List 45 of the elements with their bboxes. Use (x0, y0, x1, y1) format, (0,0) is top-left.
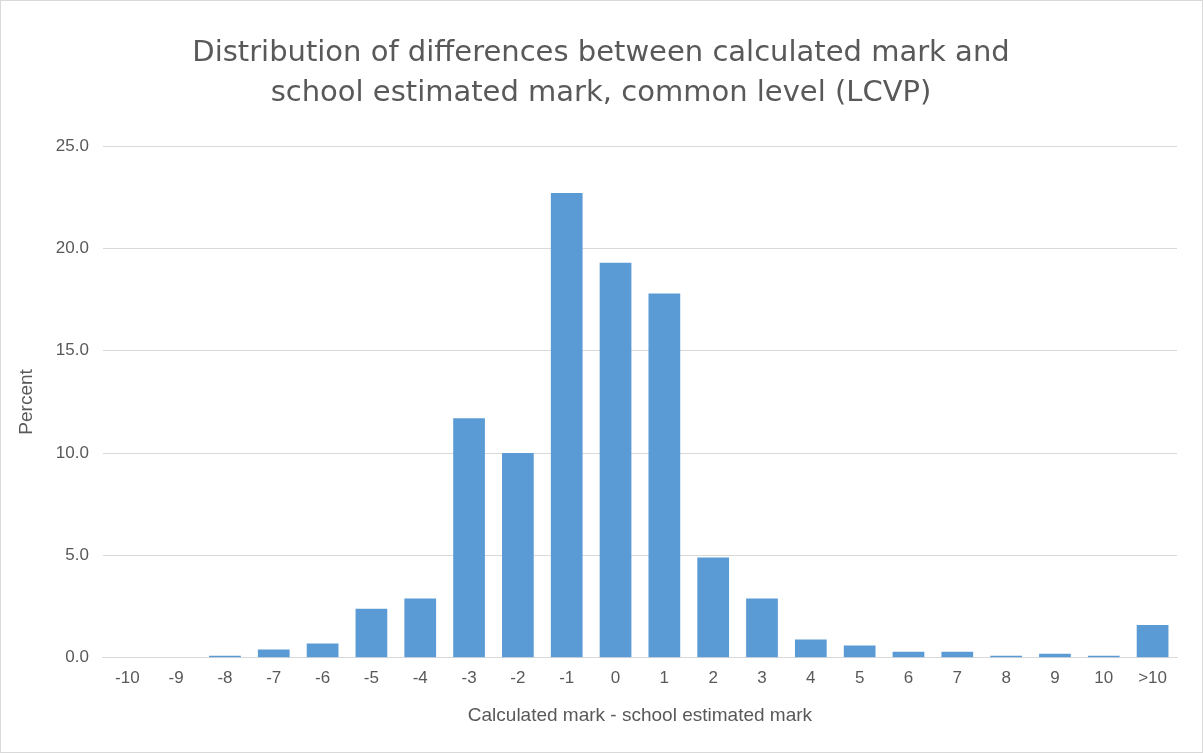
x-tick-label: 4 (806, 667, 816, 687)
bar (697, 557, 730, 658)
bar (502, 453, 534, 658)
x-tick-label: -1 (559, 667, 575, 687)
bar (599, 262, 632, 658)
bar (355, 608, 388, 658)
x-tick-label: 8 (1001, 667, 1011, 687)
x-tick-label: 9 (1050, 667, 1060, 687)
chart-title: Distribution of differences between calculated mark and school estimated mark, common level (LCVP) (191, 33, 1011, 110)
x-tick-label: 5 (854, 667, 865, 687)
x-tick-label: -9 (168, 667, 184, 687)
y-tick-label: 10.0 (55, 442, 89, 462)
y-tick-label: 20.0 (55, 238, 89, 258)
x-tick-label: 10 (1094, 667, 1114, 687)
y-tick-label: 15.0 (55, 340, 89, 360)
x-tick-label: 0 (610, 667, 621, 687)
bar (1136, 625, 1169, 658)
bar (453, 418, 485, 658)
x-tick-label: -6 (315, 667, 331, 687)
x-tick-label: 1 (659, 667, 670, 687)
x-tick-label: -3 (461, 667, 477, 687)
x-tick-label: >10 (1138, 667, 1168, 687)
bar (550, 193, 583, 658)
x-axis-title: Calculated mark - school estimated mark (467, 703, 813, 725)
bar (648, 293, 681, 658)
y-tick-label: 0.0 (65, 647, 89, 667)
y-axis-title: Percent (14, 368, 36, 435)
bar (404, 598, 437, 658)
y-tick-label: 25.0 (55, 135, 89, 155)
x-tick-label: 3 (757, 667, 767, 687)
x-tick-label: 7 (952, 667, 963, 687)
bar (843, 645, 876, 658)
x-tick-label: -10 (115, 667, 140, 687)
x-tick-label: 2 (708, 667, 718, 687)
bar (746, 598, 778, 658)
x-tick-label: 6 (903, 667, 914, 687)
bar (306, 643, 339, 658)
x-tick-label: -2 (510, 667, 526, 687)
x-tick-label: -4 (412, 667, 428, 687)
x-tick-label: -7 (266, 667, 282, 687)
bar (794, 639, 827, 658)
bar (257, 649, 290, 658)
y-tick-label: 5.0 (65, 545, 89, 565)
x-tick-label: -8 (217, 667, 233, 687)
x-tick-label: -5 (363, 667, 379, 687)
